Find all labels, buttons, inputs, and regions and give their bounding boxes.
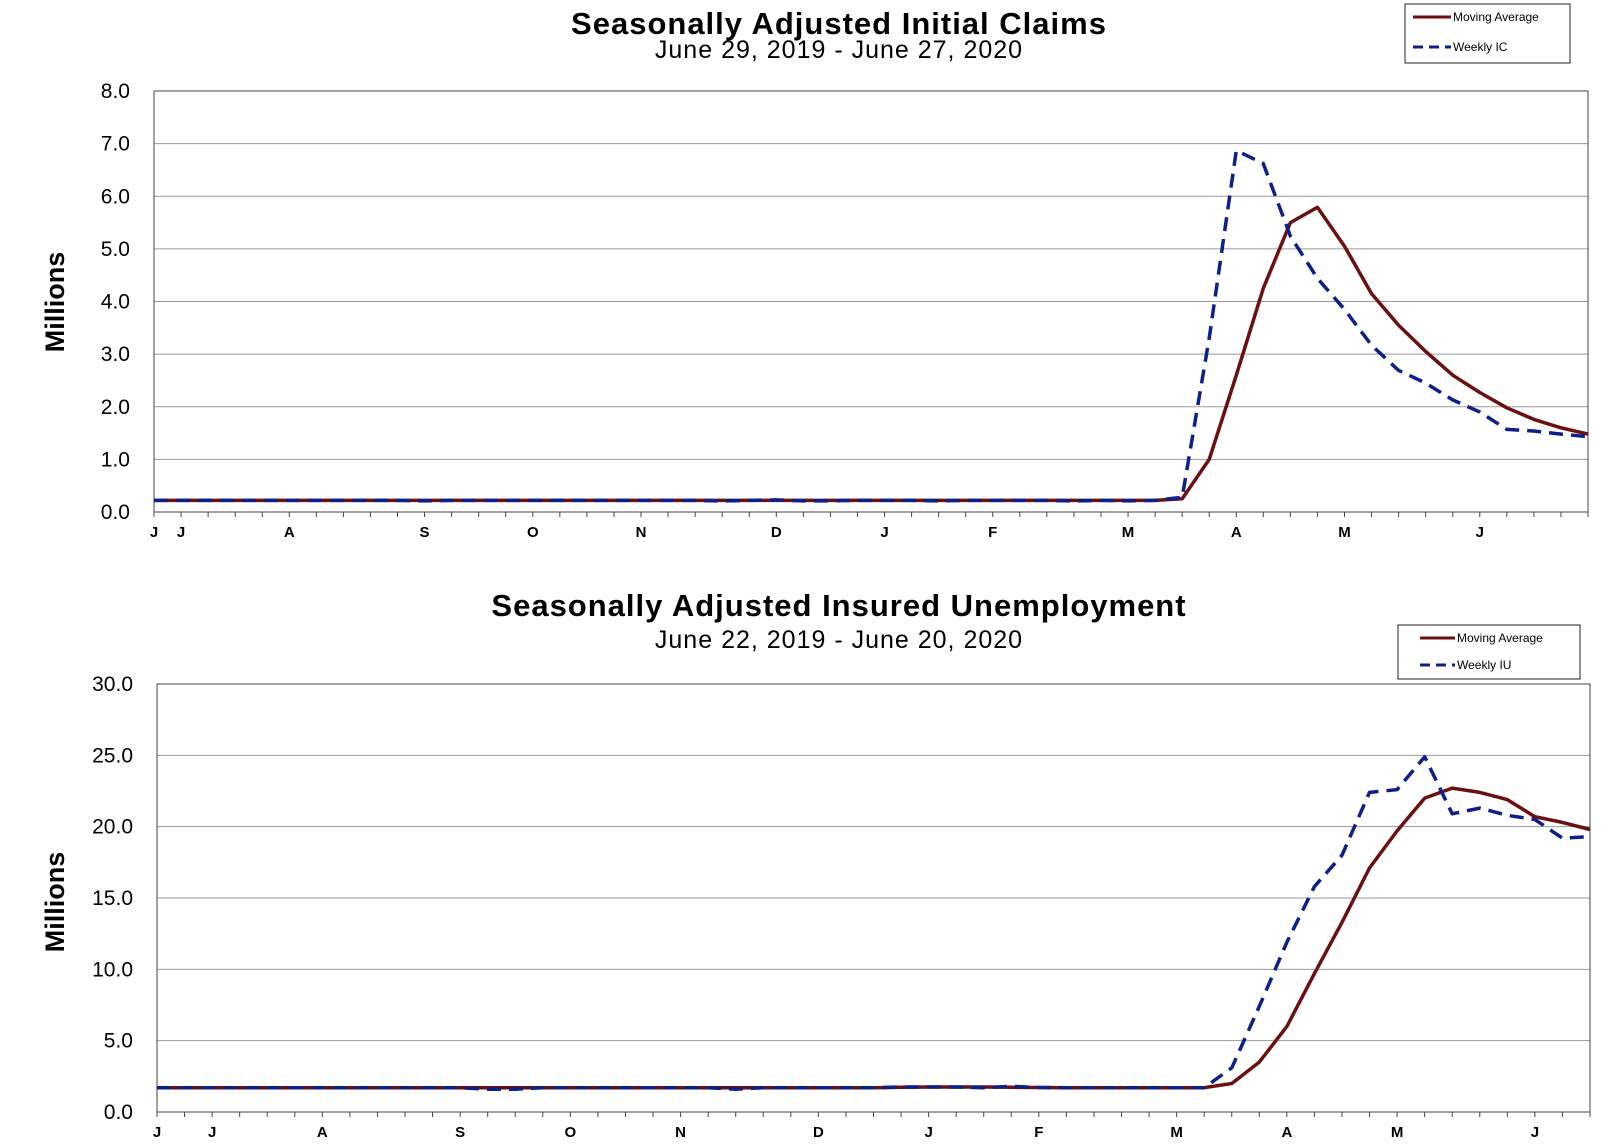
grid-lines bbox=[153, 90, 1589, 513]
y-tick-label: 5.0 bbox=[104, 1030, 133, 1053]
x-tick-label: A bbox=[1281, 1124, 1292, 1141]
x-tick-label: D bbox=[813, 1124, 824, 1141]
chart-subtitle: June 22, 2019 - June 20, 2020 bbox=[655, 626, 1023, 654]
x-tick-label: A bbox=[1231, 524, 1242, 541]
x-tick-label: M bbox=[1122, 524, 1135, 541]
chart-title: Seasonally Adjusted Initial Claims bbox=[571, 6, 1107, 41]
y-tick-label: 1.0 bbox=[101, 448, 130, 471]
y-tick-label: 3.0 bbox=[101, 343, 130, 366]
legend: Moving Average Weekly IU bbox=[1397, 624, 1581, 680]
x-tick-label: F bbox=[1034, 1124, 1043, 1141]
y-tick-label: 2.0 bbox=[101, 396, 130, 419]
insured-unemployment-chart: Seasonally Adjusted Insured Unemployment… bbox=[40, 588, 1591, 1141]
y-tick-label: 4.0 bbox=[101, 291, 130, 314]
x-tick-label: N bbox=[675, 1124, 686, 1141]
legend: Moving Average Weekly IC bbox=[1404, 3, 1571, 64]
x-tick-label: M bbox=[1338, 524, 1351, 541]
series-lines bbox=[154, 148, 1589, 503]
series-lines bbox=[157, 755, 1591, 1091]
y-tick-label: 0.0 bbox=[101, 501, 130, 524]
x-tick-label: J bbox=[150, 524, 158, 541]
initial-claims-chart: Seasonally Adjusted Initial Claims June … bbox=[40, 3, 1589, 541]
y-tick-label: 15.0 bbox=[92, 887, 133, 910]
x-tick-label: J bbox=[1531, 1124, 1539, 1141]
x-tick-label: A bbox=[317, 1124, 328, 1141]
grid-lines bbox=[156, 683, 1591, 1113]
y-tick-label: 20.0 bbox=[92, 816, 133, 839]
x-tick-label: J bbox=[177, 524, 185, 541]
x-tick-label: J bbox=[1476, 524, 1484, 541]
y-tick-label: 7.0 bbox=[101, 133, 130, 156]
y-tick-label: 6.0 bbox=[101, 185, 130, 208]
y-tick-label: 25.0 bbox=[92, 744, 133, 767]
y-axis-label: Millions bbox=[40, 852, 70, 953]
y-axis-label: Millions bbox=[40, 252, 70, 353]
y-tick-label: 10.0 bbox=[92, 958, 133, 981]
legend-label-moving-average: Moving Average bbox=[1453, 10, 1539, 24]
plot-frame bbox=[153, 90, 1589, 513]
x-tick-label: M bbox=[1391, 1124, 1404, 1141]
y-tick-label: 5.0 bbox=[101, 238, 130, 261]
series-line-moving-average bbox=[157, 786, 1591, 1090]
legend-label-weekly-iu: Weekly IU bbox=[1457, 658, 1511, 672]
y-tick-label: 30.0 bbox=[92, 673, 133, 696]
x-tick-label: J bbox=[880, 524, 888, 541]
legend-box bbox=[1404, 3, 1571, 64]
y-tick-label: 0.0 bbox=[104, 1101, 133, 1124]
x-tick-label: O bbox=[565, 1124, 577, 1141]
y-tick-label: 8.0 bbox=[101, 80, 130, 103]
series-line-weekly-iu bbox=[157, 755, 1591, 1091]
x-tick-label: F bbox=[988, 524, 997, 541]
chart-title: Seasonally Adjusted Insured Unemployment bbox=[491, 588, 1186, 623]
legend-box bbox=[1397, 624, 1581, 680]
x-tick-label: O bbox=[527, 524, 539, 541]
x-tick-label: D bbox=[771, 524, 782, 541]
y-tick-labels: 0.0 5.0 10.0 15.0 20.0 25.0 30.0 bbox=[92, 673, 133, 1124]
x-tick-label: J bbox=[924, 1124, 932, 1141]
y-tick-labels: 0.0 1.0 2.0 3.0 4.0 5.0 6.0 7.0 8.0 bbox=[101, 80, 130, 524]
legend-label-moving-average: Moving Average bbox=[1457, 631, 1543, 645]
x-tick-label: S bbox=[455, 1124, 465, 1141]
x-tick-label: S bbox=[420, 524, 430, 541]
x-tick-label: J bbox=[208, 1124, 216, 1141]
legend-label-weekly-ic: Weekly IC bbox=[1453, 40, 1508, 54]
chart-subtitle: June 29, 2019 - June 27, 2020 bbox=[655, 36, 1023, 64]
series-line-weekly-ic bbox=[154, 148, 1589, 503]
x-tick-label: N bbox=[636, 524, 647, 541]
x-tick-label: J bbox=[153, 1124, 161, 1141]
x-tick-label: A bbox=[284, 524, 295, 541]
x-tick-label: M bbox=[1170, 1124, 1183, 1141]
